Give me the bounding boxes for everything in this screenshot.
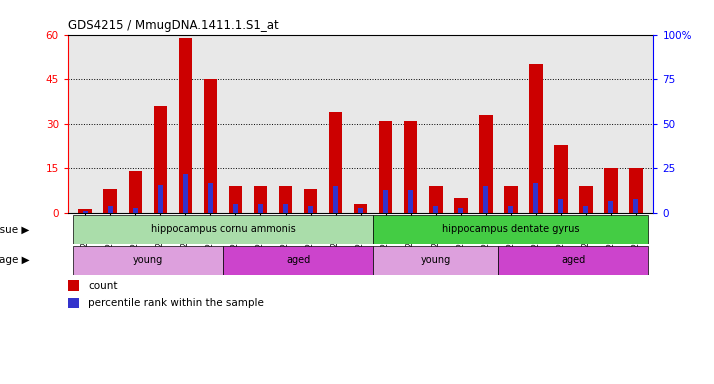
Bar bbox=[608, 200, 613, 213]
Text: hippocampus dentate gyrus: hippocampus dentate gyrus bbox=[442, 224, 580, 235]
Text: age ▶: age ▶ bbox=[0, 255, 30, 265]
Text: percentile rank within the sample: percentile rank within the sample bbox=[89, 298, 264, 308]
Bar bbox=[408, 190, 413, 213]
Bar bbox=[358, 208, 363, 213]
Bar bbox=[258, 204, 263, 213]
Bar bbox=[133, 208, 138, 213]
Bar bbox=[83, 211, 88, 213]
Bar bbox=[498, 246, 648, 275]
Bar bbox=[529, 65, 543, 213]
Bar bbox=[303, 189, 318, 213]
Bar bbox=[504, 186, 518, 213]
Bar bbox=[403, 121, 418, 213]
Bar bbox=[433, 206, 438, 213]
Bar bbox=[508, 206, 513, 213]
Bar bbox=[154, 106, 167, 213]
Bar bbox=[328, 112, 343, 213]
Text: aged: aged bbox=[561, 255, 585, 265]
Bar bbox=[129, 172, 142, 213]
Bar bbox=[223, 246, 373, 275]
Bar bbox=[283, 204, 288, 213]
Bar bbox=[483, 186, 488, 213]
Bar bbox=[233, 204, 238, 213]
Bar bbox=[533, 183, 538, 213]
Bar bbox=[604, 169, 618, 213]
Bar bbox=[68, 280, 79, 291]
Bar bbox=[158, 185, 163, 213]
Bar bbox=[208, 183, 213, 213]
Bar bbox=[333, 186, 338, 213]
Bar bbox=[108, 206, 113, 213]
Bar bbox=[353, 204, 368, 213]
Bar bbox=[633, 199, 638, 213]
Bar bbox=[554, 145, 568, 213]
Text: count: count bbox=[89, 281, 118, 291]
Bar bbox=[104, 189, 117, 213]
Bar bbox=[68, 298, 79, 308]
Bar bbox=[579, 186, 593, 213]
Bar bbox=[73, 246, 223, 275]
Bar bbox=[373, 246, 498, 275]
Text: GDS4215 / MmugDNA.1411.1.S1_at: GDS4215 / MmugDNA.1411.1.S1_at bbox=[68, 19, 278, 32]
Bar bbox=[253, 186, 267, 213]
Bar bbox=[428, 186, 443, 213]
Bar bbox=[183, 174, 188, 213]
Bar bbox=[73, 215, 373, 244]
Bar bbox=[629, 169, 643, 213]
Text: young: young bbox=[421, 255, 451, 265]
Text: young: young bbox=[133, 255, 163, 265]
Bar bbox=[228, 186, 242, 213]
Bar bbox=[458, 208, 463, 213]
Bar bbox=[383, 190, 388, 213]
Bar bbox=[558, 199, 563, 213]
Text: aged: aged bbox=[286, 255, 310, 265]
Bar bbox=[479, 115, 493, 213]
Text: tissue ▶: tissue ▶ bbox=[0, 224, 30, 235]
Bar bbox=[178, 38, 192, 213]
Bar bbox=[278, 186, 293, 213]
Bar bbox=[79, 209, 92, 213]
Bar bbox=[308, 206, 313, 213]
Bar bbox=[373, 215, 648, 244]
Bar bbox=[583, 206, 588, 213]
Bar bbox=[454, 198, 468, 213]
Bar bbox=[378, 121, 393, 213]
Bar bbox=[203, 79, 217, 213]
Text: hippocampus cornu ammonis: hippocampus cornu ammonis bbox=[151, 224, 296, 235]
